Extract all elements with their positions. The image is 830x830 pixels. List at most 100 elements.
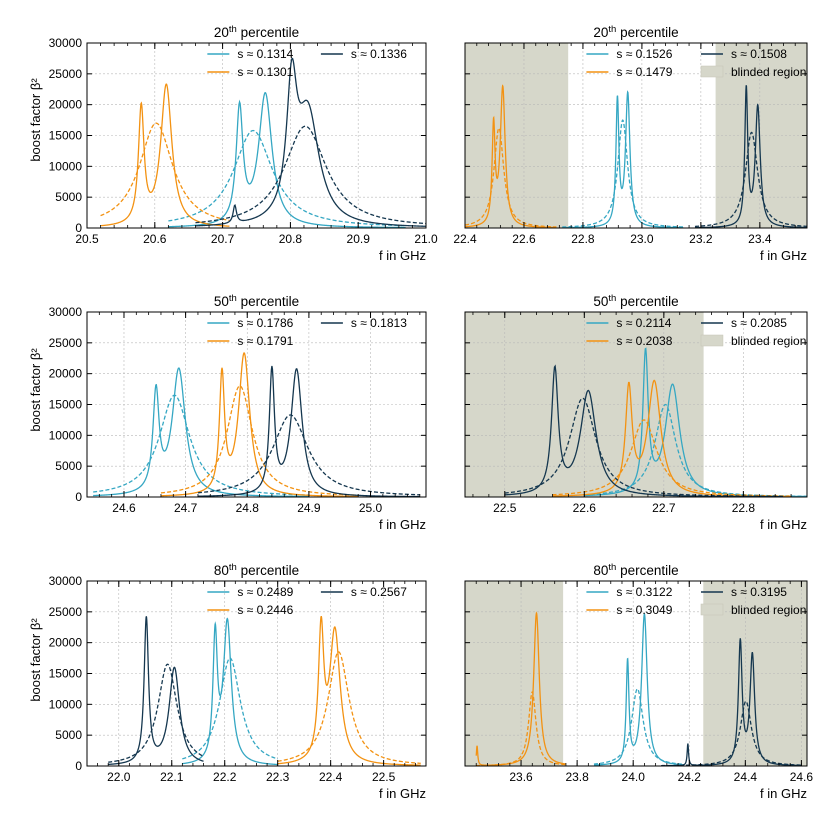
y-tick-label: 20000 — [49, 636, 83, 650]
y-tick-label: 30000 — [49, 305, 83, 319]
y-tick-label: 5000 — [55, 459, 82, 473]
legend-label-3: s ≈ 0.2085 — [731, 316, 787, 330]
y-tick-label: 0 — [75, 221, 82, 235]
y-axis-label-top: boost factor β² — [28, 78, 43, 162]
legend-label-3: s ≈ 0.1508 — [731, 47, 787, 61]
y-tick-label: 10000 — [49, 697, 83, 711]
x-axis-label: f in GHz — [760, 248, 807, 263]
y-tick-label: 15000 — [49, 129, 83, 143]
series-2-dashed-line — [552, 419, 792, 497]
y-tick-label: 0 — [75, 759, 82, 773]
y-axis-label-bottom: boost factor β² — [28, 618, 43, 702]
x-tick-label: 23.6 — [509, 770, 533, 784]
x-tick-label: 24.4 — [734, 770, 758, 784]
legend-label-2: s ≈ 0.2446 — [237, 603, 293, 617]
x-axis-label: f in GHz — [379, 786, 426, 801]
series-2-solid-line — [277, 615, 421, 766]
y-tick-label: 25000 — [49, 67, 83, 81]
y-tick-label: 15000 — [49, 398, 83, 412]
series-1-dashed-line — [168, 129, 406, 227]
y-tick-label: 30000 — [49, 574, 83, 588]
x-tick-label: 22.5 — [493, 501, 517, 515]
x-tick-label: 21.0 — [414, 232, 438, 246]
legend-label-1: s ≈ 0.1526 — [616, 47, 672, 61]
legend-label-1: s ≈ 0.2114 — [616, 316, 671, 330]
chart-title: 50th percentile — [593, 293, 678, 309]
x-axis-label: f in GHz — [379, 517, 426, 532]
y-tick-label: 25000 — [49, 336, 83, 350]
y-tick-label: 15000 — [49, 667, 83, 681]
x-tick-label: 24.9 — [297, 501, 321, 515]
chart-panel-4: 22.5 22.6 22.7 22.8 f in GHz 50th percentile s… — [464, 293, 808, 532]
legend: s ≈ 0.1786 s ≈ 0.1791 s ≈ 0.1813 — [207, 316, 407, 348]
svg-text:boost factor β²: boost factor β² — [28, 78, 43, 162]
x-tick-label: 22.8 — [732, 501, 756, 515]
series-1-dashed-line — [182, 657, 278, 760]
x-tick-label: 22.7 — [652, 501, 676, 515]
chart-title: 50th percentile — [214, 293, 299, 309]
chart-panel-1: 0 5000 10000 15000 20000 25000 30000 20.5 20.6 20… — [49, 24, 438, 263]
x-tick-label: 24.8 — [236, 501, 260, 515]
legend-label-4: blinded region — [731, 603, 806, 617]
series-3-dashed-line — [197, 414, 420, 496]
y-tick-label: 20000 — [49, 98, 83, 112]
legend: s ≈ 0.2114 s ≈ 0.2038 s ≈ 0.2085 blinded re… — [586, 316, 806, 348]
series-2-dashed-line — [160, 385, 359, 496]
x-tick-label: 22.8 — [571, 232, 595, 246]
x-tick-label: 22.5 — [372, 770, 396, 784]
x-tick-label: 23.4 — [748, 232, 772, 246]
y-tick-label: 0 — [75, 490, 82, 504]
chart-panel-3: 0 5000 10000 15000 20000 25000 30000 24.6 24.7 24… — [49, 293, 427, 532]
series-1-solid-line — [593, 612, 684, 766]
x-tick-label: 24.6 — [112, 501, 136, 515]
x-tick-label: 22.4 — [319, 770, 343, 784]
y-tick-label: 20000 — [49, 367, 83, 381]
x-tick-label: 22.3 — [266, 770, 290, 784]
chart-title: 20th percentile — [593, 24, 678, 40]
legend-label-2: s ≈ 0.2038 — [616, 334, 672, 348]
x-tick-label: 20.5 — [75, 232, 99, 246]
legend-label-2: s ≈ 0.3049 — [616, 603, 672, 617]
series-3-dashed-line — [661, 700, 802, 767]
y-tick-label: 5000 — [55, 728, 82, 742]
series-3-solid-line — [694, 85, 808, 229]
legend: s ≈ 0.1526 s ≈ 0.1479 s ≈ 0.1508 blinded re… — [586, 47, 806, 79]
x-tick-label: 22.2 — [213, 770, 237, 784]
series-2-solid-line — [160, 351, 359, 498]
legend-label-2: s ≈ 0.1791 — [237, 334, 293, 348]
legend-label-3: s ≈ 0.1813 — [351, 316, 407, 330]
x-axis-label: f in GHz — [760, 786, 807, 801]
legend-label-3: s ≈ 0.2567 — [351, 585, 407, 599]
panels: 0 5000 10000 15000 20000 25000 30000 20.5 20.6 20… — [49, 24, 814, 801]
y-tick-label: 10000 — [49, 428, 83, 442]
chart-title: 80th percentile — [593, 562, 678, 578]
x-axis-label: f in GHz — [760, 517, 807, 532]
series-3-solid-line — [661, 638, 802, 767]
x-tick-label: 23.2 — [689, 232, 713, 246]
y-tick-label: 25000 — [49, 605, 83, 619]
x-axis-label: f in GHz — [379, 248, 426, 263]
legend: s ≈ 0.1314 s ≈ 0.1301 s ≈ 0.1336 — [207, 47, 407, 79]
chart-panel-2: 22.4 22.6 22.8 23.0 23.2 23.4 f in GHz 20th per… — [453, 24, 808, 263]
series-2-solid-line — [100, 83, 230, 227]
x-tick-label: 22.4 — [453, 232, 477, 246]
series-1-solid-line — [182, 617, 278, 766]
y-tick-label: 30000 — [49, 36, 83, 50]
x-tick-label: 25.0 — [359, 501, 383, 515]
svg-text:boost factor β²: boost factor β² — [28, 618, 43, 702]
y-tick-label: 10000 — [49, 159, 83, 173]
series-2-dashed-line — [277, 651, 421, 764]
legend: s ≈ 0.3122 s ≈ 0.3049 s ≈ 0.3195 blinded re… — [586, 585, 806, 617]
series-2-dashed-line — [100, 122, 230, 222]
series-2-dashed-line — [464, 127, 557, 228]
x-tick-label: 20.9 — [347, 232, 371, 246]
x-tick-label: 20.8 — [279, 232, 303, 246]
legend-label-3: s ≈ 0.3195 — [731, 585, 787, 599]
x-tick-label: 24.0 — [622, 770, 646, 784]
chart-panel-5: 0 5000 10000 15000 20000 25000 30000 22.0 22.1 22… — [49, 562, 427, 801]
x-tick-label: 24.2 — [678, 770, 702, 784]
series-1-solid-line — [93, 367, 309, 498]
series-3-dashed-line — [108, 663, 204, 763]
x-tick-label: 22.1 — [160, 770, 184, 784]
